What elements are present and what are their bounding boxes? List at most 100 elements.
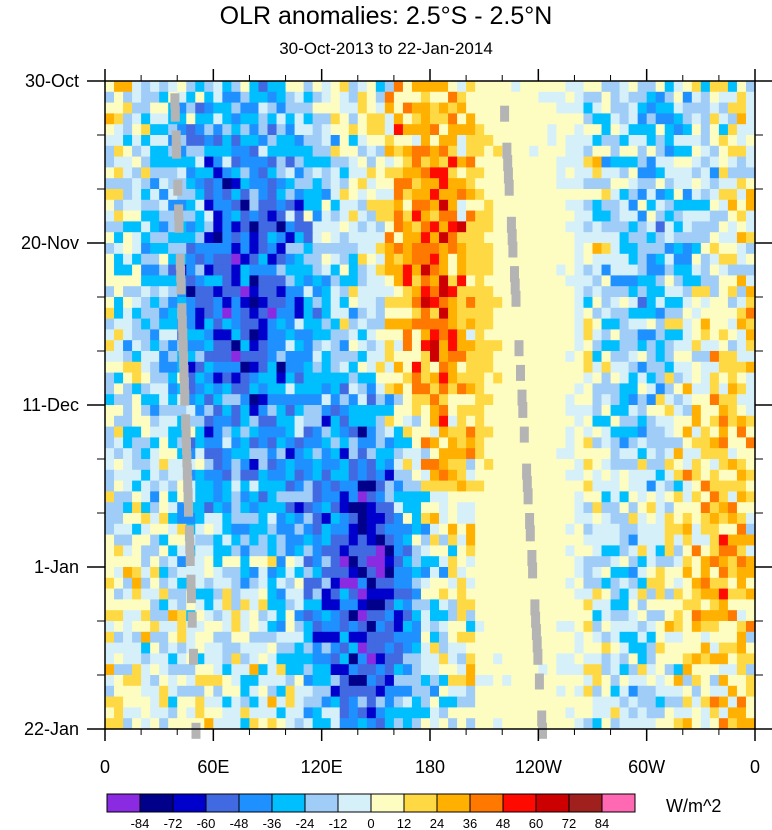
heatmap-cell — [150, 718, 160, 730]
heatmap-cell — [393, 264, 404, 276]
heatmap-cell — [150, 685, 160, 698]
heatmap-cell — [610, 664, 621, 676]
heatmap-cell — [664, 685, 675, 698]
heatmap-cell — [141, 577, 151, 590]
heatmap-cell — [303, 135, 314, 147]
heatmap-cell — [727, 189, 738, 201]
heatmap-cell — [673, 513, 684, 525]
heatmap-cell — [691, 199, 702, 212]
missing-data-cell — [531, 624, 541, 641]
heatmap-cell — [312, 275, 323, 287]
heatmap-cell — [646, 491, 657, 503]
heatmap-cell — [709, 437, 720, 449]
heatmap-cell — [420, 394, 431, 406]
heatmap-cell — [538, 124, 548, 136]
heatmap-cell — [484, 664, 494, 676]
heatmap-cell — [619, 221, 630, 233]
heatmap-cell — [231, 145, 242, 158]
heatmap-cell — [466, 243, 476, 255]
heatmap-cell — [186, 232, 196, 244]
heatmap-cell — [375, 523, 386, 536]
heatmap-cell — [493, 588, 503, 600]
heatmap-cell — [511, 307, 521, 320]
heatmap-cell — [736, 351, 747, 363]
heatmap-cell — [547, 642, 557, 654]
heatmap-cell — [673, 189, 684, 201]
heatmap-cell — [547, 631, 557, 644]
heatmap-cell — [457, 577, 467, 590]
heatmap-cell — [105, 545, 115, 557]
heatmap-cell — [610, 372, 621, 384]
heatmap-cell — [312, 253, 323, 266]
heatmap-cell — [637, 221, 648, 233]
heatmap-cell — [186, 415, 196, 428]
heatmap-cell — [592, 696, 603, 708]
heatmap-cell — [700, 102, 711, 114]
heatmap-cell — [646, 297, 657, 309]
heatmap-cell — [231, 189, 242, 201]
heatmap-cell — [745, 469, 756, 482]
heatmap-cell — [348, 707, 359, 719]
heatmap-cell — [691, 491, 702, 503]
heatmap-cell — [655, 243, 666, 255]
heatmap-cell — [240, 113, 251, 125]
heatmap-cell — [574, 361, 585, 374]
heatmap-cell — [673, 329, 684, 341]
heatmap-cell — [411, 664, 422, 676]
heatmap-cell — [682, 275, 693, 287]
heatmap-cell — [312, 264, 323, 276]
heatmap-cell — [556, 459, 567, 471]
heatmap-cell — [457, 718, 467, 730]
heatmap-cell — [348, 156, 359, 168]
heatmap-cell — [529, 383, 539, 395]
heatmap-cell — [357, 599, 368, 611]
heatmap-cell — [529, 588, 539, 600]
heatmap-cell — [700, 534, 711, 546]
heatmap-cell — [402, 124, 413, 136]
heatmap-cell — [493, 545, 503, 557]
heatmap-cell — [330, 718, 341, 730]
heatmap-cell — [240, 480, 251, 492]
heatmap-cell — [691, 480, 702, 492]
heatmap-cell — [321, 459, 332, 471]
heatmap-cell — [628, 210, 639, 222]
heatmap-cell — [619, 545, 630, 557]
heatmap-cell — [502, 383, 512, 395]
heatmap-cell — [709, 199, 720, 212]
heatmap-cell — [619, 610, 630, 622]
heatmap-cell — [583, 502, 594, 514]
heatmap-cell — [357, 577, 368, 590]
heatmap-cell — [267, 156, 278, 168]
heatmap-cell — [547, 675, 557, 687]
heatmap-cell — [330, 383, 341, 395]
missing-data-cell — [182, 451, 192, 468]
heatmap-cell — [430, 329, 440, 341]
heatmap-cell — [276, 675, 287, 687]
heatmap-cell — [141, 631, 151, 644]
heatmap-cell — [186, 383, 196, 395]
heatmap-cell — [339, 599, 350, 611]
heatmap-cell — [673, 567, 684, 579]
heatmap-cell — [384, 264, 395, 276]
heatmap-cell — [484, 415, 494, 428]
heatmap-cell — [475, 631, 485, 644]
heatmap-cell — [366, 642, 377, 654]
heatmap-cell — [114, 394, 124, 406]
missing-data-cell — [178, 340, 188, 357]
heatmap-cell — [168, 232, 178, 244]
heatmap-cell — [276, 329, 287, 341]
heatmap-cell — [321, 621, 332, 633]
heatmap-cell — [529, 232, 539, 244]
heatmap-cell — [123, 448, 133, 460]
heatmap-cell — [249, 329, 260, 341]
heatmap-cell — [186, 437, 196, 449]
heatmap-cell — [502, 437, 512, 449]
heatmap-cell — [646, 253, 657, 266]
heatmap-cell — [123, 329, 133, 341]
heatmap-cell — [402, 718, 413, 730]
heatmap-cell — [114, 145, 124, 158]
heatmap-cell — [204, 653, 214, 665]
heatmap-cell — [249, 502, 260, 514]
heatmap-cell — [718, 124, 729, 136]
heatmap-cell — [601, 156, 612, 168]
